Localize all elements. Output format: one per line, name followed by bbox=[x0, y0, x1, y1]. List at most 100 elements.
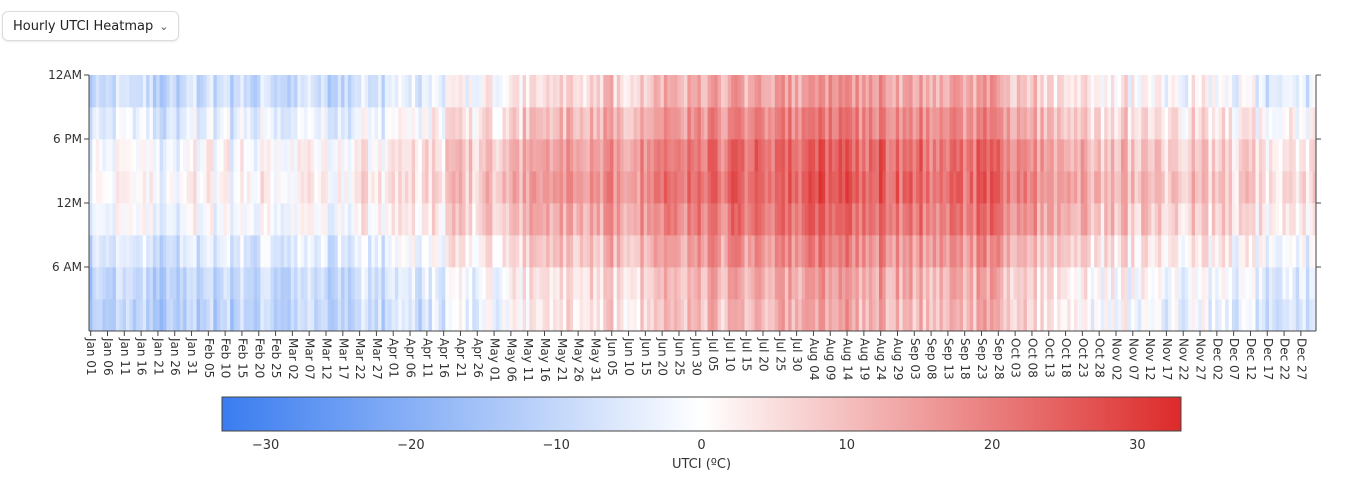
heatmap-cell bbox=[892, 299, 897, 332]
heatmap-cell bbox=[868, 75, 873, 108]
heatmap-cell bbox=[354, 267, 359, 300]
x-tick-label: Jul 05 bbox=[706, 337, 720, 372]
heatmap-cell bbox=[704, 203, 708, 236]
heatmap-cell bbox=[983, 107, 987, 140]
heatmap-cell bbox=[680, 139, 685, 172]
heatmap-cell bbox=[1235, 171, 1240, 204]
heatmap-cell bbox=[492, 299, 497, 332]
heatmap-cell bbox=[1023, 299, 1028, 332]
heatmap-cell bbox=[368, 203, 372, 236]
heatmap-cell bbox=[354, 139, 359, 172]
heatmap-cell bbox=[189, 171, 194, 204]
heatmap-cell bbox=[243, 75, 248, 108]
heatmap-cell bbox=[815, 299, 819, 332]
heatmap-cell bbox=[852, 267, 856, 300]
heatmap-cell bbox=[949, 107, 954, 140]
heatmap-cell bbox=[899, 75, 903, 108]
chart-selector-dropdown[interactable]: Hourly UTCI Heatmap ⌄ bbox=[2, 11, 180, 41]
heatmap-cell bbox=[142, 203, 147, 236]
heatmap-cell bbox=[448, 107, 453, 140]
heatmap-cell bbox=[404, 267, 409, 300]
heatmap-cell bbox=[203, 235, 208, 268]
heatmap-cell bbox=[811, 171, 816, 204]
heatmap-cell bbox=[492, 139, 497, 172]
heatmap-cell bbox=[630, 171, 634, 204]
heatmap-cell bbox=[280, 107, 285, 140]
heatmap-cell bbox=[226, 299, 231, 332]
x-tick-label: Mar 27 bbox=[370, 338, 384, 380]
heatmap-cell bbox=[105, 235, 110, 268]
heatmap-cell bbox=[1016, 299, 1021, 332]
heatmap-cell bbox=[364, 107, 369, 140]
heatmap-cell bbox=[223, 299, 228, 332]
heatmap-cell bbox=[166, 75, 171, 108]
heatmap-cell bbox=[149, 75, 154, 108]
heatmap-cell bbox=[936, 107, 940, 140]
heatmap-cell bbox=[230, 139, 234, 172]
heatmap-cell bbox=[815, 171, 819, 204]
heatmap-cell bbox=[314, 107, 318, 140]
heatmap-cell bbox=[556, 235, 561, 268]
heatmap-cell bbox=[374, 171, 379, 204]
heatmap-cell bbox=[394, 171, 399, 204]
heatmap-cell bbox=[125, 107, 130, 140]
heatmap-cell bbox=[384, 171, 389, 204]
heatmap-cell bbox=[125, 75, 130, 108]
heatmap-cell bbox=[1141, 75, 1145, 108]
heatmap-cell bbox=[1000, 267, 1004, 300]
heatmap-cell bbox=[899, 139, 903, 172]
heatmap-cell bbox=[169, 75, 174, 108]
x-tick-label: Apr 16 bbox=[437, 338, 451, 378]
heatmap-cell bbox=[875, 75, 880, 108]
heatmap-cell bbox=[1205, 267, 1209, 300]
heatmap-cell bbox=[684, 107, 688, 140]
heatmap-cell bbox=[418, 299, 423, 332]
heatmap-cell bbox=[253, 75, 258, 108]
heatmap-cell bbox=[734, 107, 739, 140]
colorbar-tick-label: −20 bbox=[397, 438, 424, 453]
heatmap-cell bbox=[1164, 107, 1169, 140]
heatmap-cell bbox=[949, 171, 954, 204]
heatmap-cell bbox=[677, 299, 682, 332]
heatmap-cell bbox=[714, 139, 719, 172]
heatmap-cell bbox=[1218, 267, 1223, 300]
heatmap-cell bbox=[1084, 139, 1088, 172]
heatmap-cell bbox=[1174, 171, 1179, 204]
heatmap-cell bbox=[643, 107, 648, 140]
heatmap-cell bbox=[966, 203, 971, 236]
heatmap-cell bbox=[1053, 107, 1058, 140]
heatmap-cell bbox=[993, 235, 998, 268]
heatmap-cell bbox=[257, 107, 261, 140]
heatmap-cell bbox=[1289, 299, 1293, 332]
x-tick-label: Mar 22 bbox=[353, 338, 367, 380]
heatmap-cell bbox=[307, 107, 312, 140]
heatmap-cell bbox=[206, 107, 211, 140]
heatmap-cell bbox=[139, 107, 144, 140]
heatmap-cell bbox=[196, 299, 201, 332]
heatmap-cell bbox=[115, 235, 120, 268]
heatmap-cell bbox=[536, 75, 540, 108]
colorbar-tick-label: 20 bbox=[984, 438, 1001, 453]
heatmap-cell bbox=[1225, 267, 1229, 300]
heatmap-cell bbox=[495, 203, 500, 236]
heatmap-cell bbox=[401, 139, 406, 172]
heatmap-cell bbox=[263, 235, 268, 268]
heatmap-cell bbox=[230, 235, 234, 268]
heatmap-cell bbox=[1107, 299, 1112, 332]
heatmap-cell bbox=[1057, 139, 1061, 172]
heatmap-cell bbox=[1242, 75, 1246, 108]
heatmap-cell bbox=[341, 235, 345, 268]
heatmap-cell bbox=[700, 203, 705, 236]
heatmap-cell bbox=[522, 171, 527, 204]
heatmap-cell bbox=[707, 267, 712, 300]
heatmap-cell bbox=[754, 107, 759, 140]
heatmap-cell bbox=[794, 107, 799, 140]
heatmap-cell bbox=[912, 267, 917, 300]
heatmap-cell bbox=[243, 299, 248, 332]
chevron-down-icon: ⌄ bbox=[159, 19, 169, 33]
heatmap-cell bbox=[1228, 203, 1233, 236]
heatmap-cell bbox=[1205, 139, 1209, 172]
heatmap-cell bbox=[963, 203, 967, 236]
heatmap-cell bbox=[848, 203, 853, 236]
heatmap-cell bbox=[684, 75, 688, 108]
